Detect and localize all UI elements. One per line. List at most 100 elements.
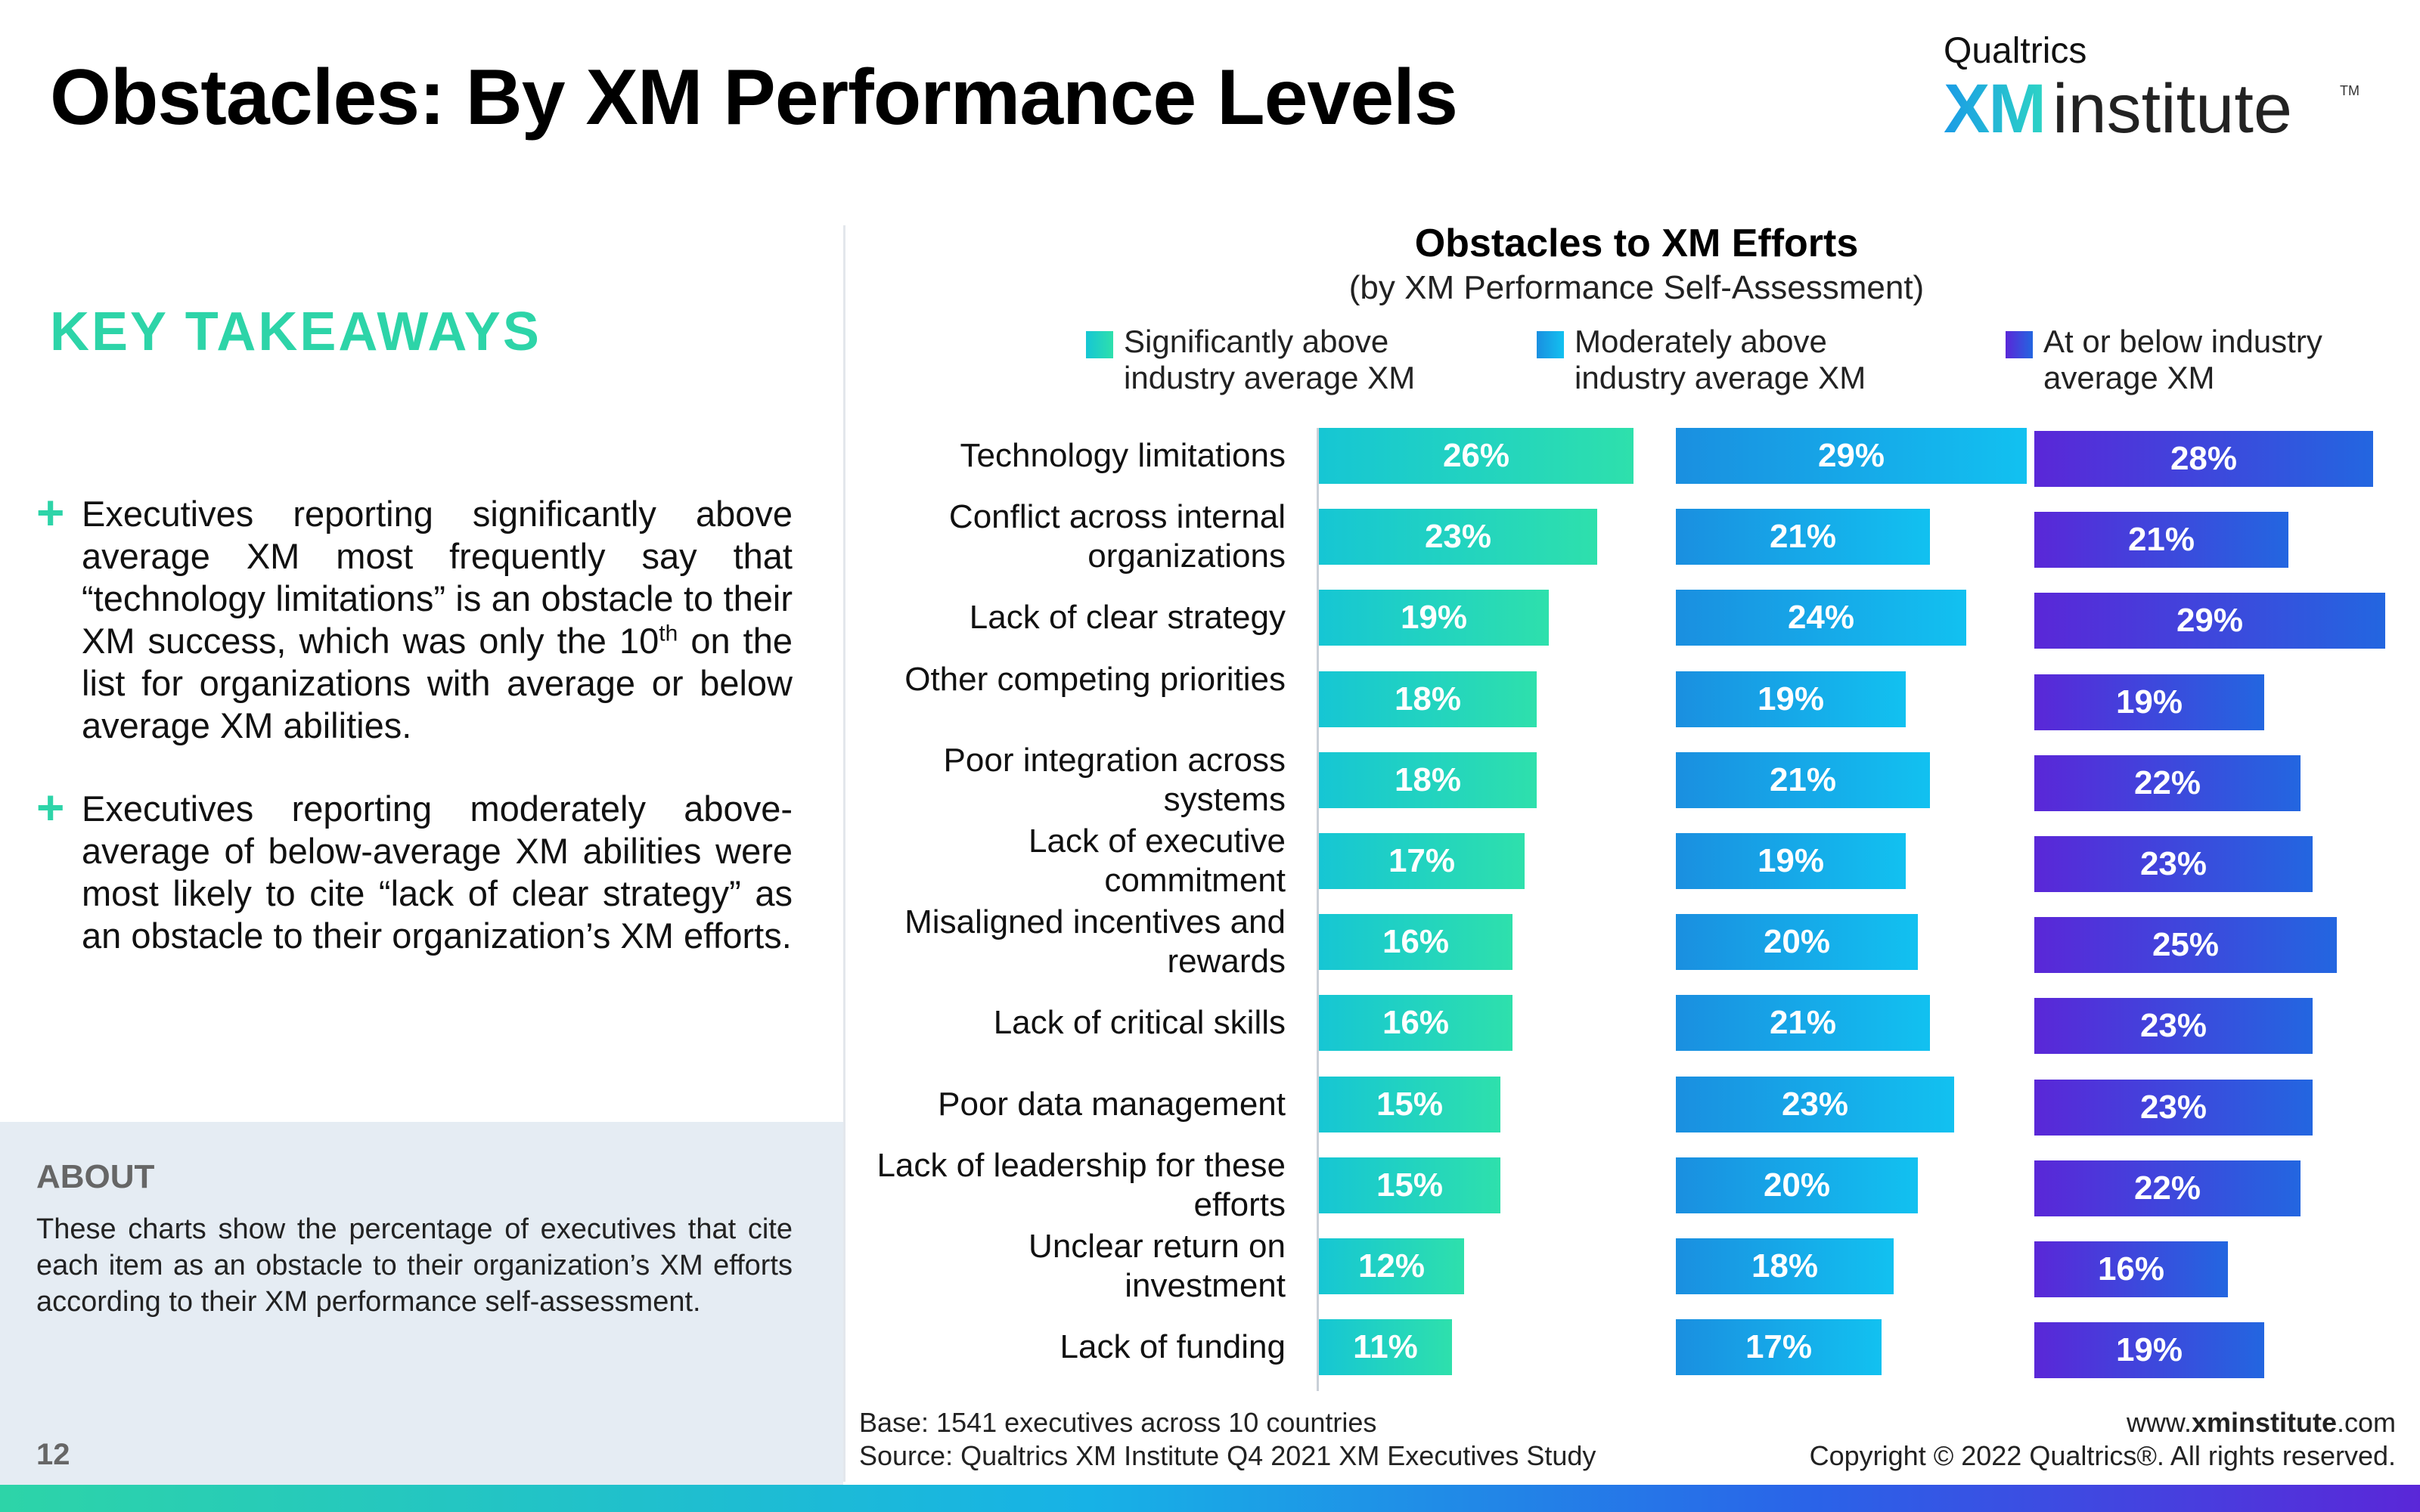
bar bbox=[1676, 1319, 1882, 1376]
bar bbox=[1319, 751, 1537, 808]
bar bbox=[1676, 1238, 1894, 1294]
brand-logo: Qualtrics XM institute TM bbox=[1936, 30, 2360, 147]
footer-copyright: Copyright © 2022 Qualtrics®. All rights … bbox=[1809, 1440, 2396, 1471]
takeaways-heading: KEY TAKEAWAYS bbox=[50, 302, 541, 362]
about-panel: ABOUT These charts show the percentage o… bbox=[0, 1122, 843, 1485]
bar bbox=[2034, 674, 2264, 730]
bar bbox=[1676, 671, 1906, 727]
bar-value-label: 29% bbox=[2176, 602, 2244, 640]
legend-swatch bbox=[1086, 331, 1113, 358]
bar bbox=[2034, 1079, 2313, 1136]
bar-value-label: 22% bbox=[2133, 1169, 2201, 1207]
bar bbox=[2034, 512, 2288, 569]
bar bbox=[1676, 509, 1930, 565]
bar-value-label: 24% bbox=[1787, 599, 1855, 637]
bar-value-label: 18% bbox=[1394, 761, 1462, 798]
bar bbox=[2034, 836, 2313, 892]
plus-icon: + bbox=[36, 485, 65, 540]
bar-value-label: 15% bbox=[1376, 1166, 1444, 1204]
category-label: Conflict across internal organizations bbox=[948, 498, 1286, 575]
footer-source: Source: Qualtrics XM Institute Q4 2021 X… bbox=[859, 1440, 1596, 1471]
panel-divider bbox=[843, 225, 845, 1482]
bar-value-label: 18% bbox=[1394, 680, 1462, 717]
bar-value-label: 21% bbox=[1769, 761, 1837, 798]
chart-title: Obstacles to XM Efforts bbox=[1414, 222, 1859, 265]
plus-icon: + bbox=[36, 780, 65, 835]
chart-axis-line bbox=[1317, 428, 1319, 1391]
bar bbox=[1319, 590, 1549, 646]
bar-value-label: 17% bbox=[1388, 842, 1456, 879]
category-label: Unclear return on investment bbox=[1028, 1228, 1286, 1304]
bar bbox=[1319, 671, 1537, 727]
page-number: 12 bbox=[36, 1438, 70, 1471]
bar bbox=[2034, 593, 2385, 649]
bar bbox=[1676, 1157, 1918, 1213]
bar-value-label: 19% bbox=[1757, 842, 1825, 879]
bar-value-label: 19% bbox=[2115, 1331, 2183, 1369]
bar-value-label: 11% bbox=[1353, 1328, 1418, 1366]
category-label: Poor data management bbox=[938, 1085, 1286, 1123]
bar-value-label: 25% bbox=[2152, 926, 2220, 964]
category-label: Poor integration across systems bbox=[943, 741, 1286, 818]
bar bbox=[1676, 751, 1930, 808]
bar-value-label: 20% bbox=[1763, 1166, 1831, 1204]
category-label: Lack of critical skills bbox=[993, 1004, 1286, 1042]
footer-website[interactable]: www.xminstitute.com bbox=[2126, 1407, 2396, 1438]
bar-value-label: 23% bbox=[2139, 1007, 2207, 1045]
bar-value-label: 23% bbox=[2139, 845, 2207, 882]
bar bbox=[1319, 1319, 1452, 1376]
legend-swatch bbox=[1537, 331, 1564, 358]
bar bbox=[1319, 1238, 1464, 1294]
legend-label: Significantly above industry average XM bbox=[1124, 324, 1416, 395]
about-heading: ABOUT bbox=[36, 1158, 155, 1195]
category-label: Misaligned incentives and rewards bbox=[904, 903, 1286, 981]
page-title: Obstacles: By XM Performance Levels bbox=[50, 54, 1458, 141]
legend-label: Moderately above industry average XM bbox=[1575, 324, 1866, 395]
bar-value-label: 16% bbox=[1382, 1004, 1450, 1042]
brand-wordmark: XM institute bbox=[1944, 70, 2292, 149]
bar bbox=[1319, 914, 1512, 971]
bar bbox=[1319, 995, 1512, 1052]
footer-base: Base: 1541 executives across 10 countrie… bbox=[859, 1407, 1377, 1438]
legend-swatch bbox=[2006, 331, 2033, 358]
bar bbox=[1676, 914, 1918, 971]
brand-company: Qualtrics bbox=[1944, 31, 2087, 71]
bar-value-label: 23% bbox=[1424, 518, 1492, 556]
bar bbox=[1319, 428, 1634, 484]
takeaway-text: Executives reporting moderately above-av… bbox=[82, 789, 793, 956]
brand-institute: institute bbox=[2052, 70, 2293, 147]
bar-value-label: 20% bbox=[1763, 923, 1831, 961]
takeaway-item: + Executives reporting moderately above-… bbox=[36, 783, 793, 957]
takeaway-item: + Executives reporting significantly abo… bbox=[36, 488, 793, 747]
bar bbox=[1319, 1076, 1500, 1132]
category-label: Lack of funding bbox=[1060, 1328, 1286, 1366]
bar bbox=[1676, 590, 1966, 646]
about-text: These charts show the percentage of exec… bbox=[36, 1213, 793, 1318]
legend-label: At or below industry average XM bbox=[2043, 324, 2322, 395]
bar bbox=[1319, 509, 1597, 565]
bar bbox=[2034, 917, 2337, 974]
bar bbox=[1319, 833, 1525, 889]
takeaway-text: Executives reporting significantly above… bbox=[82, 494, 793, 745]
bar-value-label: 17% bbox=[1745, 1328, 1813, 1366]
bar bbox=[2034, 1322, 2264, 1379]
bar-value-label: 16% bbox=[2097, 1250, 2165, 1287]
bar-value-label: 26% bbox=[1442, 437, 1510, 474]
category-label: Technology limitations bbox=[960, 437, 1286, 474]
bar-value-label: 12% bbox=[1357, 1247, 1426, 1284]
footer-notes: Base: 1541 executives across 10 countrie… bbox=[859, 1406, 1596, 1473]
bar-value-label: 18% bbox=[1751, 1247, 1819, 1284]
footer-copyright-block: www.xminstitute.com Copyright © 2022 Qua… bbox=[1810, 1406, 2396, 1473]
bar-value-label: 22% bbox=[2133, 764, 2201, 801]
bar-value-label: 23% bbox=[2139, 1088, 2207, 1126]
bar bbox=[1676, 833, 1906, 889]
bar bbox=[1676, 1076, 1954, 1132]
bar-value-label: 19% bbox=[1757, 680, 1825, 717]
bar-value-label: 29% bbox=[1817, 437, 1885, 474]
category-label: Lack of executive commitment bbox=[1028, 823, 1286, 899]
category-label: Lack of clear strategy bbox=[969, 599, 1286, 637]
bar-value-label: 16% bbox=[1382, 923, 1450, 961]
bar bbox=[1676, 995, 1930, 1052]
bar bbox=[2034, 1160, 2301, 1216]
bar-value-label: 28% bbox=[2170, 440, 2238, 477]
